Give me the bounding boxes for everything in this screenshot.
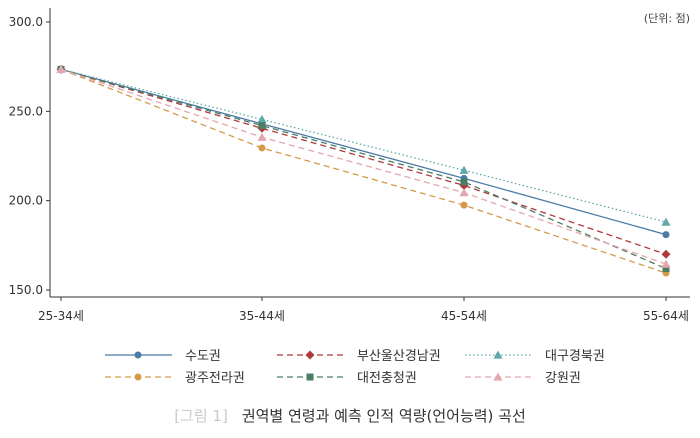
legend-item: 광주전라권	[105, 371, 245, 386]
series-3	[57, 65, 670, 277]
data-point	[459, 165, 469, 174]
data-point	[662, 231, 670, 239]
data-point	[661, 259, 671, 268]
series-5	[56, 64, 671, 268]
legend-label: 강원권	[545, 371, 581, 386]
legend-label: 대구경북권	[545, 349, 605, 364]
series-line	[60, 68, 667, 265]
legend-label: 대전충청권	[357, 371, 417, 386]
legend-label: 광주전라권	[185, 371, 245, 386]
series-line	[60, 68, 667, 223]
legend-marker	[493, 350, 503, 359]
legend-item: 강원권	[465, 371, 581, 386]
series-line	[60, 68, 667, 236]
legend-marker	[134, 373, 142, 381]
data-point	[460, 178, 468, 186]
series-line	[60, 68, 667, 255]
legend-item: 부산울산경남권	[277, 349, 441, 364]
data-point	[662, 265, 670, 273]
series-2	[56, 64, 671, 226]
series-line	[60, 68, 667, 274]
data-point	[459, 188, 469, 197]
figure-title: 권역별 연령과 예측 인적 역량(언어능력) 곡선	[241, 407, 526, 425]
y-tick-label: 150.0	[9, 283, 43, 297]
data-point	[460, 201, 468, 209]
data-point	[257, 114, 267, 123]
x-tick-label: 35-44세	[239, 309, 285, 323]
legend-item: 수도권	[105, 349, 221, 364]
legend-label: 수도권	[185, 349, 221, 364]
figure-caption: [그림 1] 권역별 연령과 예측 인적 역량(언어능력) 곡선	[0, 405, 700, 426]
y-tick-label: 200.0	[9, 194, 43, 208]
legend-marker	[493, 372, 503, 381]
data-point	[661, 217, 671, 226]
data-point	[661, 249, 671, 259]
series-4	[57, 65, 670, 273]
unit-note: (단위: 점)	[644, 12, 690, 25]
data-point	[258, 144, 266, 152]
data-point	[258, 122, 266, 130]
x-tick-label: 25-34세	[38, 309, 84, 323]
series-line	[60, 68, 667, 270]
series-layer	[56, 64, 671, 277]
data-point	[257, 132, 267, 141]
series-0	[57, 65, 670, 239]
legend-label: 부산울산경남권	[357, 349, 441, 364]
legend-item: 대구경북권	[465, 349, 605, 364]
legend-marker	[134, 351, 142, 359]
axes: 150.0 200.0 250.0 300.0 25-34세 35-44세 45-54세 55…	[9, 8, 690, 323]
data-point	[56, 64, 66, 73]
legend-item: 대전충청권	[277, 371, 417, 386]
legend-marker	[305, 350, 315, 360]
x-tick-label: 45-54세	[441, 309, 487, 323]
figure-label: [그림 1]	[174, 407, 228, 425]
y-tick-label: 250.0	[9, 104, 43, 118]
y-tick-label: 300.0	[9, 15, 43, 29]
legend-marker	[306, 373, 314, 381]
x-tick-label: 55-64세	[643, 309, 689, 323]
